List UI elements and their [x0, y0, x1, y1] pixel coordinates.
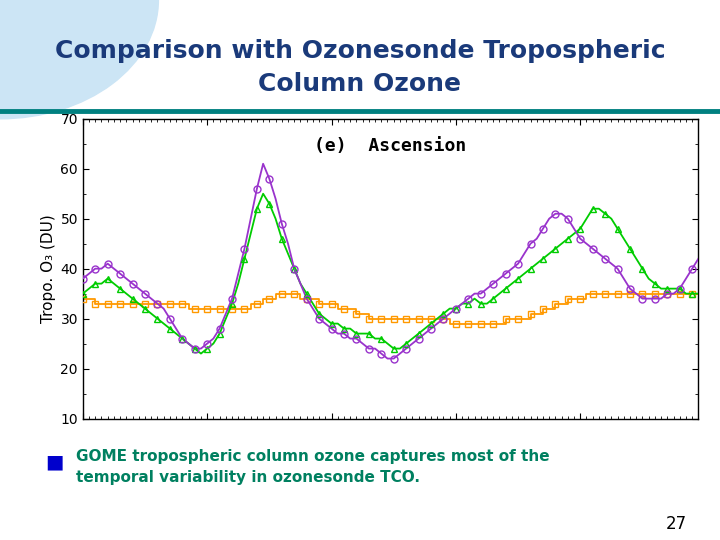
Text: temporal variability in ozonesonde TCO.: temporal variability in ozonesonde TCO.	[76, 470, 420, 485]
Text: (e)  Ascension: (e) Ascension	[315, 137, 467, 155]
Text: 27: 27	[666, 515, 688, 533]
Text: Column Ozone: Column Ozone	[258, 72, 462, 96]
Text: Comparison with Ozonesonde Tropospheric: Comparison with Ozonesonde Tropospheric	[55, 39, 665, 63]
Text: ■: ■	[45, 452, 63, 471]
Y-axis label: Tropo. O₃ (DU): Tropo. O₃ (DU)	[41, 214, 56, 323]
Text: GOME tropospheric column ozone captures most of the: GOME tropospheric column ozone captures …	[76, 449, 549, 464]
